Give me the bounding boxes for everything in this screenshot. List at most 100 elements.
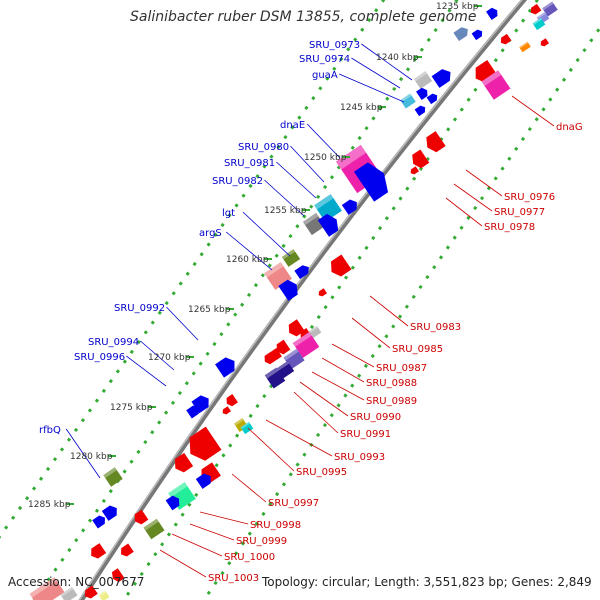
accession-label: Accession: — [8, 575, 72, 589]
gene-shape — [414, 105, 426, 117]
gene-label-reverse: SRU_1000 — [224, 552, 275, 563]
leader-line — [369, 295, 409, 327]
gene-shape-shine — [536, 11, 547, 20]
gene-label-reverse: SRU_0989 — [366, 396, 417, 407]
gene-shape-shine — [292, 331, 312, 347]
gene-shape-shine — [400, 93, 412, 103]
gene-shape-shine — [532, 17, 543, 26]
leader-line — [453, 183, 493, 212]
gene-forward-arrow — [195, 473, 211, 489]
gene-reverse-arrow — [111, 568, 125, 583]
gene-reverse-arrow — [530, 3, 542, 15]
leader-line — [361, 43, 413, 81]
gene-shape-shine — [335, 144, 367, 170]
gene-forward-arrow — [165, 495, 180, 511]
gene-reverse-arrow — [189, 426, 222, 461]
gene-shape — [341, 199, 357, 215]
gene-forward-arrow — [471, 29, 483, 41]
gene-forward-arrow — [414, 105, 426, 117]
gene-shape-shine — [519, 41, 529, 49]
gene-shape-shine — [314, 194, 334, 210]
gene-shape — [540, 38, 549, 47]
gene-shape — [412, 149, 430, 169]
genome-summary-footer: Topology: circular; Length: 3,551,823 bp… — [262, 575, 592, 589]
gene-label-forward: argS — [199, 228, 222, 239]
gene-block — [60, 586, 78, 600]
gene-forward-arrow — [486, 7, 498, 20]
leader-line — [311, 371, 365, 401]
gene-shape — [471, 29, 483, 41]
label-leaders — [65, 43, 555, 578]
gene-reverse-arrow — [264, 352, 276, 365]
gene-forward-arrow — [453, 27, 468, 42]
gene-block — [519, 41, 531, 53]
gene-shape — [453, 27, 468, 42]
leader-line — [126, 355, 167, 387]
gene-forward-arrow — [92, 515, 105, 529]
gene-shape — [174, 452, 194, 473]
leader-line — [306, 123, 341, 159]
gene-shape — [91, 543, 107, 559]
gene-label-reverse: SRU_1003 — [208, 573, 259, 584]
gene-label-forward: SRU_0992 — [114, 303, 165, 314]
gene-label-reverse: SRU_0976 — [504, 192, 555, 203]
gene-forward-arrow — [416, 87, 428, 100]
gene-block — [292, 331, 320, 359]
gene-label-reverse: dnaG — [556, 122, 583, 133]
gene-block — [302, 212, 326, 236]
gene-shape — [431, 69, 451, 88]
gene-shape — [222, 406, 231, 415]
leader-line — [189, 523, 235, 541]
gene-block — [532, 17, 546, 31]
gene-block — [481, 70, 511, 100]
gene-label-forward: SRU_0994 — [88, 337, 139, 348]
scale-tick-label: 1240 kbp — [376, 53, 419, 63]
gene-block — [314, 194, 342, 222]
gene-forward-arrow — [317, 213, 339, 237]
gene-forward-arrow — [426, 93, 438, 105]
leader-line — [321, 357, 365, 383]
gene-reverse-arrow — [318, 288, 327, 297]
gene-shape — [264, 367, 286, 389]
leader-line — [290, 145, 325, 183]
gene-block — [542, 1, 558, 17]
gene-shape — [416, 87, 428, 100]
gene-block — [29, 577, 65, 600]
gene-shape — [410, 166, 419, 175]
leader-line — [65, 428, 101, 479]
leader-line — [339, 73, 405, 103]
gene-shape — [103, 467, 123, 487]
gene-shape — [426, 131, 446, 153]
gene-shape — [413, 71, 433, 89]
gene-reverse-arrow — [410, 166, 419, 175]
gene-shape — [264, 352, 276, 365]
leader-line — [276, 161, 317, 199]
leader-line — [351, 57, 401, 89]
gene-shape — [98, 590, 110, 600]
gene-forward-arrow — [294, 265, 309, 280]
scale-tick-label: 1275 kbp — [110, 403, 153, 413]
gene-label-reverse: SRU_0990 — [350, 412, 401, 423]
leader-line — [445, 197, 483, 227]
gene-forward-arrow — [186, 405, 199, 419]
gene-shape — [486, 7, 498, 20]
gene-reverse-arrow — [330, 254, 352, 277]
gene-label-reverse: SRU_0999 — [236, 536, 287, 547]
gene-shape — [60, 586, 78, 600]
scale-tick-label: 1280 kbp — [70, 452, 113, 462]
gene-label-reverse: SRU_0993 — [334, 452, 385, 463]
gene-shape — [186, 405, 199, 419]
scale-ticks: 1235 kbp 1240 kbp 1245 kbp 1250 kbp 1255 kbp… — [28, 2, 482, 510]
gene-shape-shine — [264, 262, 284, 278]
gene-shape — [195, 473, 211, 489]
scale-tick-label: 1235 kbp — [436, 2, 479, 12]
gene-block — [264, 367, 286, 389]
gene-reverse-arrow — [540, 38, 549, 47]
gene-forward-arrow — [215, 357, 235, 378]
gene-label-forward: rfbQ — [39, 425, 61, 436]
gene-shape — [317, 213, 339, 237]
gene-reverse-arrow — [500, 33, 512, 45]
genome-backbone — [78, 0, 528, 600]
gene-shape — [294, 265, 309, 280]
gene-shape — [519, 41, 531, 53]
